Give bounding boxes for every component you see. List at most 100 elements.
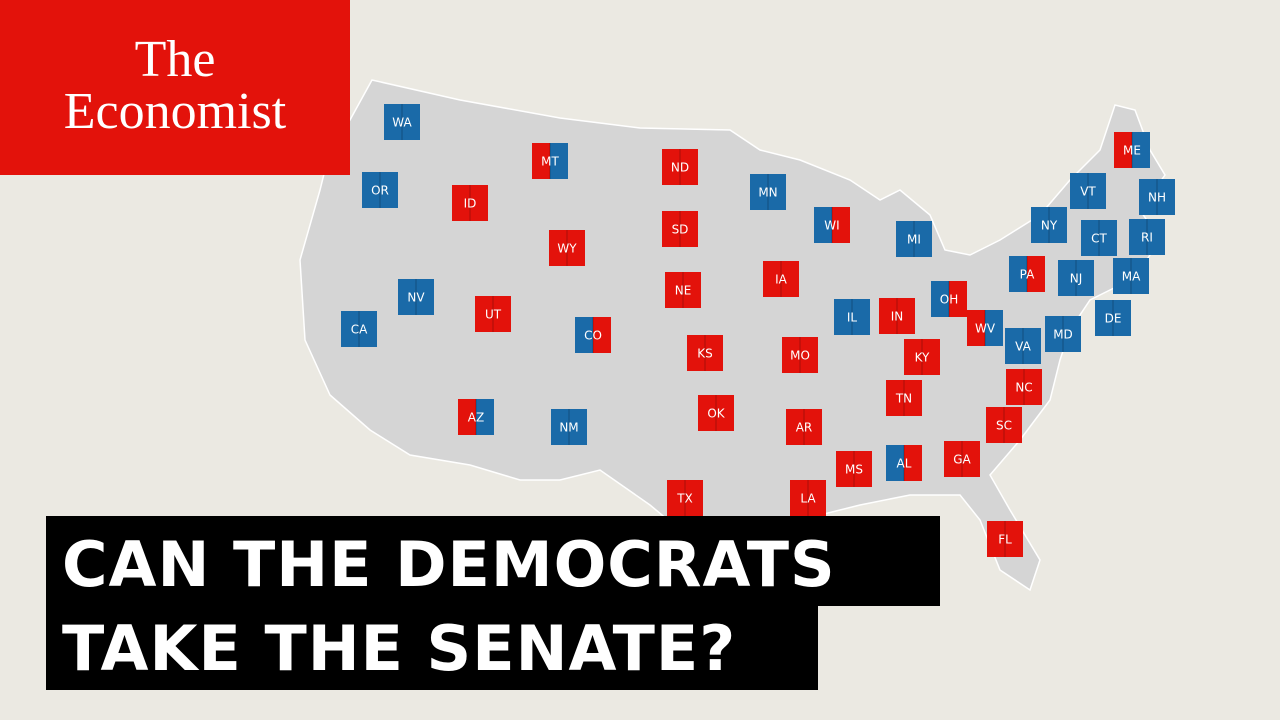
senate-seat bbox=[1129, 219, 1147, 255]
state-marker: OR bbox=[362, 172, 398, 208]
senate-seat bbox=[904, 380, 922, 416]
state-label: CA bbox=[351, 323, 368, 337]
state-marker: LA bbox=[790, 480, 826, 516]
senate-seat bbox=[962, 441, 980, 477]
state-marker: CT bbox=[1081, 220, 1117, 256]
headline-text: TAKE THE SENATE? bbox=[62, 612, 736, 685]
senate-seat bbox=[384, 104, 402, 140]
state-marker: MA bbox=[1113, 258, 1149, 294]
senate-seat bbox=[1114, 132, 1132, 168]
senate-seat bbox=[879, 298, 897, 334]
senate-seat bbox=[1113, 258, 1131, 294]
state-label: AR bbox=[796, 421, 813, 435]
senate-seat bbox=[687, 335, 705, 371]
state-marker: ME bbox=[1114, 132, 1150, 168]
senate-seat bbox=[1006, 369, 1024, 405]
senate-seat bbox=[904, 445, 922, 481]
state-label: WY bbox=[557, 242, 577, 256]
senate-seat bbox=[814, 207, 832, 243]
senate-seat bbox=[1024, 369, 1042, 405]
state-label: MA bbox=[1122, 270, 1141, 284]
senate-seat bbox=[800, 337, 818, 373]
state-label: WV bbox=[975, 322, 996, 336]
state-marker: CO bbox=[575, 317, 611, 353]
state-marker: NE bbox=[665, 272, 701, 308]
senate-seat bbox=[1045, 316, 1063, 352]
senate-seat bbox=[1031, 207, 1049, 243]
senate-seat bbox=[1081, 220, 1099, 256]
senate-seat bbox=[832, 207, 850, 243]
state-marker: WY bbox=[549, 230, 585, 266]
senate-seat bbox=[680, 149, 698, 185]
logo-box bbox=[0, 0, 350, 175]
state-label: IA bbox=[775, 273, 788, 287]
senate-seat bbox=[662, 211, 680, 247]
state-marker: AZ bbox=[458, 399, 494, 435]
state-label: OH bbox=[940, 293, 958, 307]
senate-seat bbox=[985, 310, 1003, 346]
logo-text: Economist bbox=[64, 83, 287, 140]
state-label: KS bbox=[697, 347, 713, 361]
senate-seat bbox=[1049, 207, 1067, 243]
state-marker: FL bbox=[987, 521, 1023, 557]
state-marker: RI bbox=[1129, 219, 1165, 255]
headline-box bbox=[46, 516, 940, 606]
state-label: NY bbox=[1041, 219, 1058, 233]
state-label: NC bbox=[1015, 381, 1032, 395]
state-label: MO bbox=[790, 349, 810, 363]
state-marker: NC bbox=[1006, 369, 1042, 405]
state-marker: WV bbox=[967, 310, 1003, 346]
logo-text: The bbox=[135, 31, 216, 88]
state-label: TN bbox=[895, 392, 912, 406]
senate-seat bbox=[854, 451, 872, 487]
senate-seat bbox=[569, 409, 587, 445]
headline-text: CAN THE DEMOCRATS bbox=[62, 528, 836, 601]
senate-seat bbox=[967, 310, 985, 346]
senate-seat bbox=[1076, 260, 1094, 296]
state-label: CO bbox=[584, 329, 602, 343]
state-marker: OK bbox=[698, 395, 734, 431]
senate-seat bbox=[852, 299, 870, 335]
senate-seat bbox=[1004, 407, 1022, 443]
senate-seat bbox=[550, 143, 568, 179]
state-label: MI bbox=[907, 233, 921, 247]
senate-seat bbox=[896, 221, 914, 257]
senate-seat bbox=[683, 272, 701, 308]
senate-seat bbox=[1070, 173, 1088, 209]
state-label: MS bbox=[845, 463, 863, 477]
senate-seat bbox=[716, 395, 734, 431]
senate-seat bbox=[1058, 260, 1076, 296]
senate-seat bbox=[680, 211, 698, 247]
senate-seat bbox=[532, 143, 550, 179]
state-markers: WA OR ID MT ND SD WY NE IA MN WI MI NV CA UT CO KS MO IL IN… bbox=[341, 104, 1175, 557]
senate-seat bbox=[1027, 256, 1045, 292]
senate-seat bbox=[836, 451, 854, 487]
state-label: TX bbox=[676, 492, 693, 506]
senate-seat bbox=[493, 296, 511, 332]
state-label: WI bbox=[824, 219, 839, 233]
senate-seat bbox=[886, 380, 904, 416]
senate-seat bbox=[662, 149, 680, 185]
senate-seat bbox=[458, 399, 476, 435]
senate-seat bbox=[750, 174, 768, 210]
senate-seat bbox=[897, 298, 915, 334]
senate-seat bbox=[808, 480, 826, 516]
state-label: FL bbox=[998, 533, 1012, 547]
senate-seat bbox=[593, 317, 611, 353]
senate-seat bbox=[359, 311, 377, 347]
state-marker: IL bbox=[834, 299, 870, 335]
state-marker: NJ bbox=[1058, 260, 1094, 296]
senate-seat bbox=[1023, 328, 1041, 364]
senate-seat bbox=[1088, 173, 1106, 209]
senate-seat bbox=[416, 279, 434, 315]
senate-seat bbox=[476, 399, 494, 435]
senate-seat bbox=[402, 104, 420, 140]
state-marker: MT bbox=[532, 143, 568, 179]
state-label: ME bbox=[1123, 144, 1141, 158]
state-label: IN bbox=[891, 310, 904, 324]
state-label: MN bbox=[758, 186, 777, 200]
state-label: OR bbox=[371, 184, 389, 198]
state-label: AL bbox=[897, 457, 912, 471]
senate-seat bbox=[341, 311, 359, 347]
senate-seat bbox=[1063, 316, 1081, 352]
